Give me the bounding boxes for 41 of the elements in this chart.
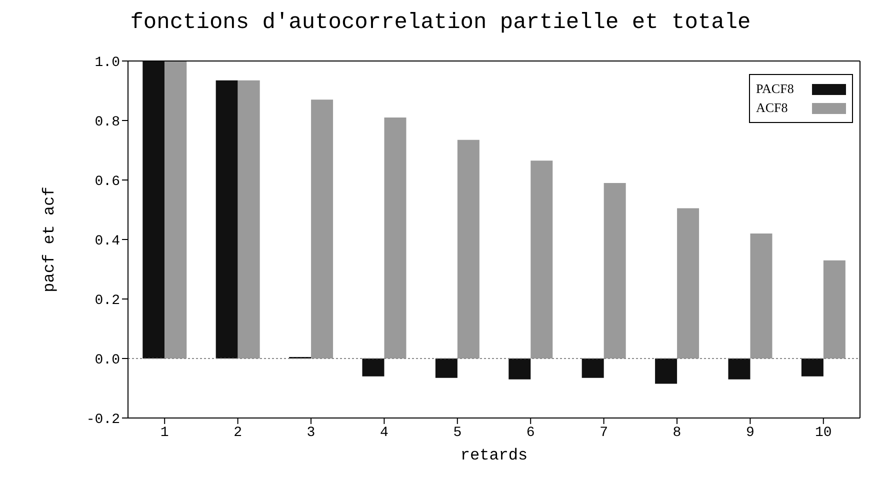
- bar: [530, 160, 553, 358]
- legend-label: ACF8: [756, 100, 789, 116]
- bar: [677, 208, 700, 358]
- bar: [435, 358, 458, 378]
- y-tick-label: 0.0: [94, 352, 120, 368]
- bar: [582, 358, 604, 378]
- bar: [823, 260, 846, 358]
- x-tick-label: 5: [453, 424, 462, 441]
- bar: [362, 358, 384, 376]
- bar: [311, 100, 334, 358]
- x-tick-label: 8: [672, 424, 682, 441]
- legend-label: PACF8: [756, 81, 795, 97]
- y-tick-label: 0.8: [94, 114, 120, 130]
- y-tick-label: 0.4: [94, 233, 120, 250]
- x-tick-label: 2: [234, 424, 242, 441]
- bar: [750, 234, 772, 358]
- bar: [457, 140, 480, 358]
- x-tick-label: 1: [160, 424, 169, 441]
- bar: [216, 80, 238, 358]
- bar: [604, 182, 626, 358]
- y-tick-label: 0.2: [94, 292, 120, 309]
- x-axis-title: retards: [460, 446, 528, 464]
- bar: [238, 80, 260, 358]
- bar: [164, 61, 187, 358]
- bar: [384, 118, 406, 358]
- bar: [801, 358, 824, 376]
- x-tick-label: 10: [814, 424, 832, 441]
- x-tick-label: 4: [380, 424, 388, 441]
- x-tick-label: 6: [526, 424, 535, 441]
- x-tick-label: 9: [746, 424, 754, 441]
- x-tick-label: 3: [306, 424, 316, 441]
- y-tick-label: 1.0: [94, 54, 120, 71]
- bar: [728, 358, 750, 380]
- y-axis-title: pacf et acf: [40, 186, 59, 292]
- y-tick-label: 0.6: [94, 174, 120, 190]
- bar: [508, 358, 531, 380]
- y-tick-label: -0.2: [86, 412, 120, 428]
- x-tick-label: 7: [600, 424, 608, 441]
- chart-title: fonctions d'autocorrelation partielle et totale: [129, 10, 752, 35]
- bar: [142, 61, 165, 358]
- bar: [655, 358, 678, 384]
